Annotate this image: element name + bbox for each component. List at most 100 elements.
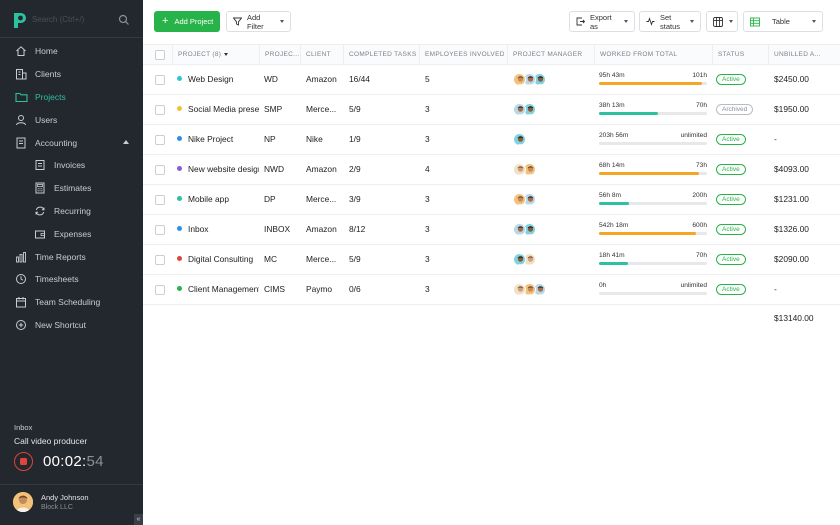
column-header-manager[interactable]: PROJECT MANAGER [507, 45, 594, 65]
project-name[interactable]: Social Media presen [177, 95, 259, 124]
paymo-logo-icon[interactable] [12, 12, 26, 29]
table-row[interactable]: New website design NWD Amazon 2/9 4 68h 14m 73… [143, 155, 840, 185]
table-row[interactable]: Social Media presen SMP Merce... 5/9 3 38h 13… [143, 95, 840, 125]
sort-desc-icon[interactable] [224, 52, 229, 56]
column-header-employees[interactable]: EMPLOYEES INVOLVED [419, 45, 507, 65]
timer-hours-minutes: 00:02: [43, 453, 87, 470]
project-name[interactable]: Mobile app [177, 185, 259, 214]
project-name-text: Social Media presen [188, 104, 259, 114]
worked-hours: 203h 56m [599, 132, 629, 139]
sidebar-item-estimates[interactable]: Estimates [0, 177, 143, 200]
row-checkbox[interactable] [155, 135, 165, 145]
progress-fill [599, 232, 697, 235]
column-header-unbilled[interactable]: UNBILLED A... [768, 45, 840, 65]
project-name[interactable]: New website design [177, 155, 259, 184]
select-all-checkbox[interactable] [155, 50, 165, 60]
progress-track [599, 142, 707, 145]
sidebar-item-new-shortcut[interactable]: New Shortcut [0, 314, 143, 337]
status-badge[interactable]: Active [716, 134, 746, 145]
sidebar-item-label: Home [35, 46, 58, 57]
project-name[interactable]: Nike Project [177, 125, 259, 154]
sidebar-item-invoices[interactable]: Invoices [0, 154, 143, 177]
row-checkbox[interactable] [155, 225, 165, 235]
project-name[interactable]: Inbox [177, 215, 259, 244]
table-row[interactable]: Digital Consulting MC Merce... 5/9 3 18h 41m 7… [143, 245, 840, 275]
timer-elapsed: 00:02:54 [43, 453, 104, 470]
completed-tasks: 3/9 [349, 194, 361, 204]
column-header-status[interactable]: STATUS [712, 45, 768, 65]
project-name-text: New website design [188, 164, 259, 174]
progress-fill [599, 172, 700, 175]
timer-task[interactable]: Call video producer [14, 436, 88, 446]
row-checkbox[interactable] [155, 165, 165, 175]
export-button[interactable]: Export as [569, 11, 635, 32]
view-select-label: Table [772, 17, 790, 26]
stop-timer-button[interactable] [14, 452, 33, 471]
table-row[interactable]: Inbox INBOX Amazon 8/12 3 542h 18m 600h Active $… [143, 215, 840, 245]
collapse-sidebar-button[interactable]: « [134, 514, 143, 525]
total-hours: 200h [692, 192, 707, 199]
completed-tasks: 0/6 [349, 284, 361, 294]
progress-track [599, 262, 707, 265]
columns-button[interactable] [706, 11, 738, 32]
user-profile[interactable]: Andy Johnson Block LLC [13, 492, 89, 512]
project-name[interactable]: Web Design [177, 65, 259, 94]
column-header-label: PROJECT MANAGER [513, 51, 583, 58]
row-checkbox[interactable] [155, 285, 165, 295]
project-code: NP [264, 134, 276, 144]
column-header-label: PROJECT (8) [178, 51, 222, 58]
project-name[interactable]: Client Management [177, 275, 259, 304]
sidebar-item-home[interactable]: Home [0, 40, 143, 63]
status-badge[interactable]: Active [716, 164, 746, 175]
column-header-tasks[interactable]: COMPLETED TASKS [343, 45, 419, 65]
project-color-dot [177, 256, 182, 262]
worked-hours: 56h 8m [599, 192, 621, 199]
row-checkbox[interactable] [155, 75, 165, 85]
status-badge[interactable]: Active [716, 254, 746, 265]
sidebar-item-time-reports[interactable]: Time Reports [0, 245, 143, 268]
table-row[interactable]: Nike Project NP Nike 1/9 3 203h 56m unlimited A… [143, 125, 840, 155]
worked-hours: 95h 43m [599, 72, 625, 79]
row-checkbox[interactable] [155, 255, 165, 265]
columns-icon [713, 16, 723, 27]
table-row[interactable]: Mobile app DP Merce... 3/9 3 56h 8m 200h Active… [143, 185, 840, 215]
search-input[interactable]: Search (Ctrl+/) [32, 13, 132, 29]
status-badge[interactable]: Archived [716, 104, 754, 115]
column-header-label: COMPLETED TASKS [349, 51, 417, 58]
column-header-code[interactable]: PROJEC... [259, 45, 300, 65]
add-project-button[interactable]: + Add Project [154, 11, 220, 32]
sidebar-item-recurring[interactable]: Recurring [0, 200, 143, 223]
sidebar-divider [0, 37, 143, 38]
project-name[interactable]: Digital Consulting [177, 245, 259, 274]
unbilled-amount: $1950.00 [774, 104, 809, 114]
row-checkbox[interactable] [155, 195, 165, 205]
status-badge[interactable]: Active [716, 194, 746, 205]
sidebar-item-team-scheduling[interactable]: Team Scheduling [0, 291, 143, 314]
column-header-project[interactable]: PROJECT (8) [172, 45, 259, 65]
set-status-button[interactable]: Set status [639, 11, 701, 32]
sidebar-item-expenses[interactable]: Expenses [0, 222, 143, 245]
search-icon[interactable] [118, 14, 130, 26]
status-pulse-icon [646, 17, 655, 27]
chevron-down-icon [280, 20, 284, 23]
sidebar-item-clients[interactable]: Clients [0, 63, 143, 86]
sidebar-item-projects[interactable]: Projects [0, 86, 143, 109]
sidebar-item-users[interactable]: Users [0, 108, 143, 131]
completed-tasks: 5/9 [349, 254, 361, 264]
add-filter-button[interactable]: Add Filter [226, 11, 291, 32]
column-header-client[interactable]: CLIENT [300, 45, 343, 65]
chevron-up-icon[interactable] [123, 140, 129, 145]
column-header-worked[interactable]: WORKED FROM TOTAL [594, 45, 712, 65]
status-badge[interactable]: Active [716, 224, 746, 235]
status-badge[interactable]: Active [716, 74, 746, 85]
sidebar-item-timesheets[interactable]: Timesheets [0, 268, 143, 291]
progress-track [599, 112, 707, 115]
status-badge[interactable]: Active [716, 284, 746, 295]
sidebar-item-accounting[interactable]: Accounting [0, 131, 143, 154]
table-row[interactable]: Web Design WD Amazon 16/44 5 95h 43m 101h Activ… [143, 65, 840, 95]
row-checkbox[interactable] [155, 105, 165, 115]
employees-involved: 3 [425, 194, 430, 204]
column-header-label: UNBILLED A... [774, 51, 821, 58]
view-select[interactable]: Table [743, 11, 823, 32]
table-row[interactable]: Client Management CIMS Paymo 0/6 3 0h unlimite… [143, 275, 840, 305]
